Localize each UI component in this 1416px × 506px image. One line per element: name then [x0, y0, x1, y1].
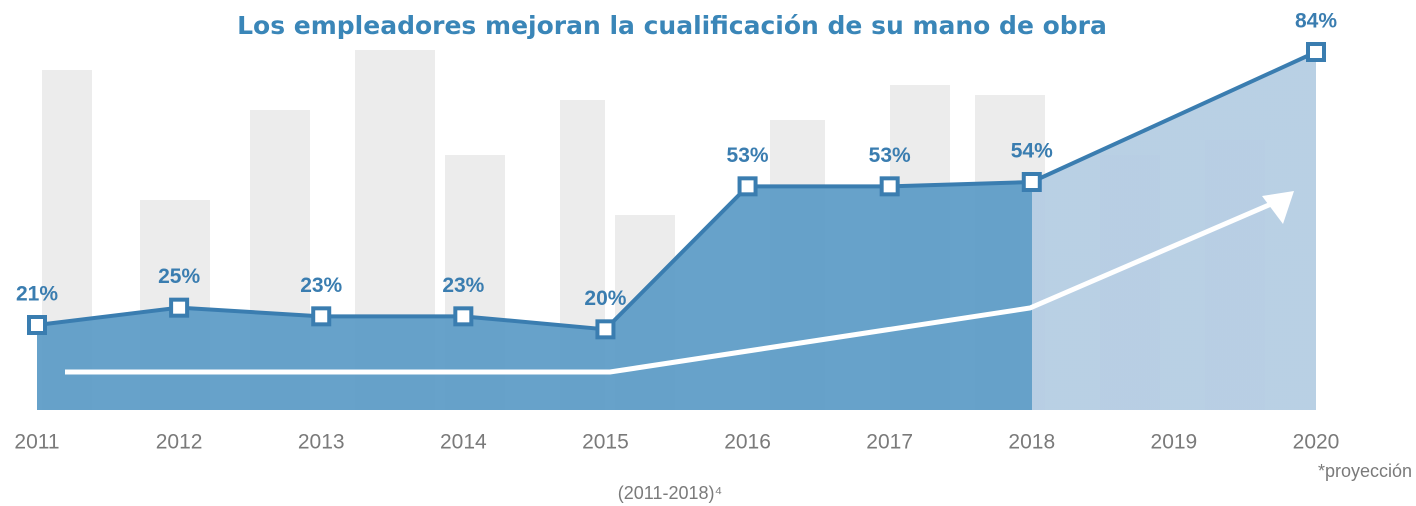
- x-tick-label: 2013: [298, 431, 345, 454]
- area: [37, 52, 1316, 410]
- x-tick-label: 2019: [1151, 431, 1198, 454]
- value-label: 54%: [1011, 140, 1053, 163]
- value-label: 84%: [1295, 10, 1337, 33]
- x-tick-label: 2015: [582, 431, 629, 454]
- value-label: 25%: [158, 265, 200, 288]
- x-tick-label: 2018: [1008, 431, 1055, 454]
- marker: [595, 319, 616, 340]
- marker: [311, 306, 332, 327]
- plot-area: [37, 52, 1316, 410]
- value-label: 23%: [442, 274, 484, 297]
- trend-arrow: [65, 195, 1286, 375]
- value-label: 53%: [869, 144, 911, 167]
- marker: [169, 297, 190, 318]
- x-tick-label: 2017: [866, 431, 913, 454]
- x-tick-label: 2016: [724, 431, 771, 454]
- x-tick-label: 2014: [440, 431, 487, 454]
- marker: [453, 306, 474, 327]
- marker: [737, 176, 758, 197]
- chart-title: Los empleadores mejoran la cualificación…: [237, 11, 1107, 40]
- marks: 21% 25% 23% 23% 20% 53% 53% 54% 84%: [16, 10, 1337, 340]
- x-tick-label: 2020: [1293, 431, 1340, 454]
- period-note: (2011-2018)⁴: [618, 483, 722, 503]
- value-label: 53%: [727, 144, 769, 167]
- value-label: 20%: [584, 287, 626, 310]
- value-label: 21%: [16, 283, 58, 306]
- projection-note: *proyección: [1318, 461, 1412, 481]
- marker: [879, 176, 900, 197]
- x-tick-label: 2012: [156, 431, 203, 454]
- trend-arrow-head: [1262, 191, 1294, 224]
- marker: [1306, 42, 1326, 62]
- marker: [1021, 172, 1042, 192]
- x-tick-label: 2011: [14, 431, 59, 454]
- marker: [27, 315, 47, 335]
- value-label: 23%: [300, 274, 342, 297]
